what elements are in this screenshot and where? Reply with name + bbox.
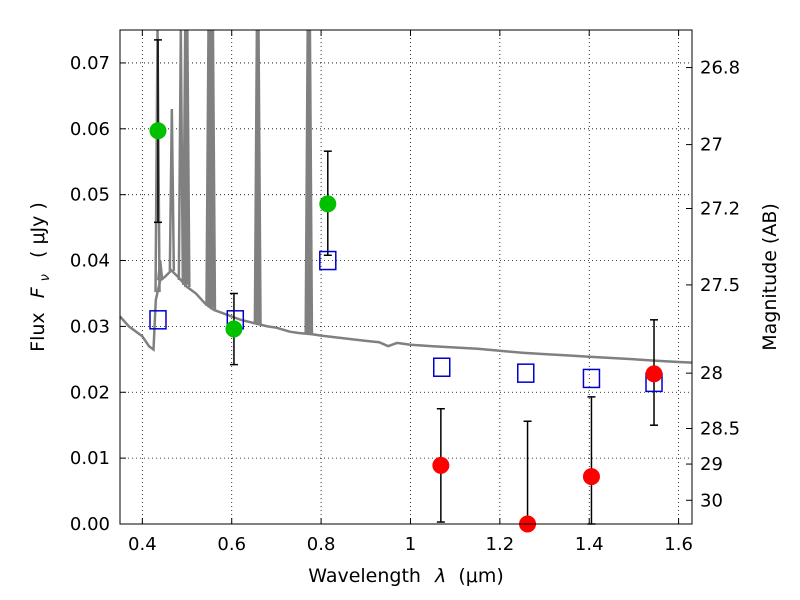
photometry-model-square [319,250,337,271]
y-tick-label: 0.02 [70,382,110,403]
y-tick-label: 0.07 [70,53,110,74]
y-tick-label: 0.06 [70,119,110,140]
x-tick-label: 1 [405,534,416,555]
model-spectrum [119,29,693,364]
axis-ticks: 0.4 0.6 0.8 1 1.2 1.4 1.6 0.00 0.01 0.02 0.03 0.04 0… [70,30,740,555]
x-tick-label: 1.4 [575,534,604,555]
spectrum-continuum [119,268,693,364]
y-tick-label: 0.01 [70,448,110,469]
data-markers [149,122,663,533]
spectrum-emission-line [156,260,164,281]
plot-frame [119,29,693,525]
spectrum-emission-line [168,109,176,271]
right-tick-label: 28.5 [700,418,740,439]
photometry-model-square [433,357,451,377]
error-bars [153,39,659,525]
photometry-data-point [645,365,663,383]
x-axis-label: Wavelength λ (μm) [308,565,503,587]
y-axis-label-text: Flux [27,312,49,352]
right-tick-label: 30 [700,490,723,511]
photometry-data-point [582,468,600,486]
x-tick-label: 0.6 [217,534,246,555]
right-tick-label: 27 [700,135,723,156]
x-axis-label-unit: (μm) [458,565,503,587]
y-axis-label-unit: ( μJy ) [27,202,49,258]
x-tick-label: 0.4 [128,534,157,555]
x-tick-label: 1.6 [664,534,693,555]
y-axis-label: Flux F ν ( μJy ) [27,202,54,352]
photometry-data-point [432,456,450,474]
photometry-data-point [225,320,243,338]
photometry-data-point [319,195,337,213]
right-tick-label: 27.2 [700,198,740,219]
photometry-model-square [517,363,535,383]
y-tick-label: 0.05 [70,185,110,206]
photometry-data-point [149,122,167,140]
x-axis-label-text: Wavelength [308,565,421,587]
photometry-model-square [149,310,167,330]
x-tick-label: 1.2 [486,534,515,555]
y-axis-label-subscript: ν [38,274,53,281]
y-axis-label-symbol: F [27,286,49,298]
right-tick-label: 28 [700,363,723,384]
right-tick-label: 27.5 [700,275,740,296]
y-tick-label: 0.04 [70,251,110,272]
photometry-model-square [582,368,601,389]
y-tick-label: 0.03 [70,316,110,337]
right-axis-label: Magnitude (AB) [759,203,781,351]
spectrum-emission-line [177,29,185,281]
right-tick-label: 29 [700,454,723,475]
x-axis-label-symbol: λ [434,565,446,587]
y-tick-label: 0.00 [70,514,110,535]
right-tick-label: 26.8 [700,58,740,79]
x-tick-label: 0.8 [307,534,336,555]
